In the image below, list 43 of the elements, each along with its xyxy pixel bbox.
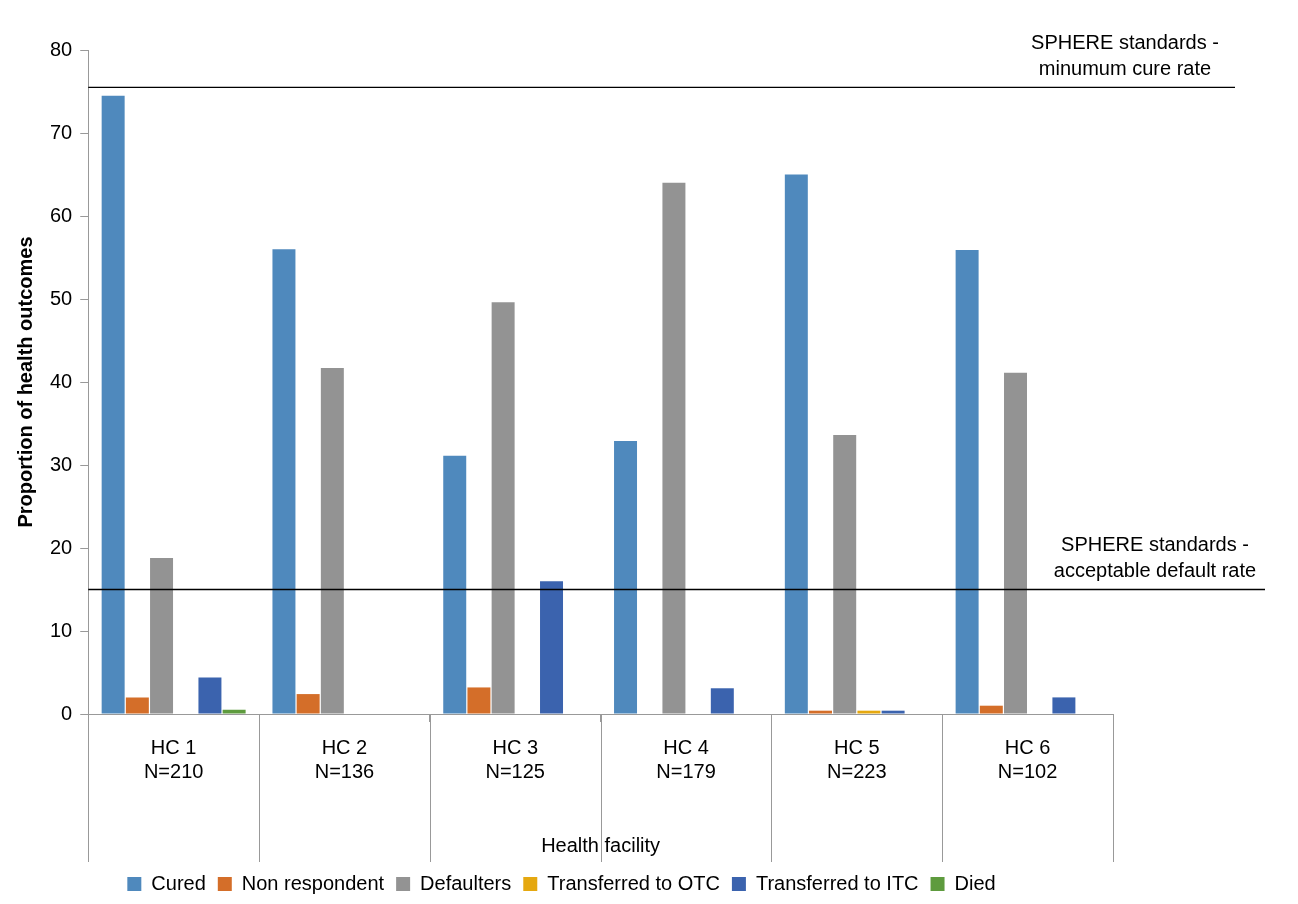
legend-label: Transferred to ITC	[755, 871, 919, 894]
ref-line-label: SPHERE standards - minumum cure rate	[1031, 30, 1219, 79]
bar	[955, 250, 979, 714]
bar	[710, 688, 734, 714]
bar	[614, 440, 638, 714]
bar	[222, 709, 246, 714]
y-tick-label: 50	[50, 286, 73, 309]
bar	[272, 249, 296, 714]
bar	[857, 710, 881, 714]
x-tick-label: HC 2 N=136	[314, 735, 375, 782]
y-tick-label: 30	[50, 452, 73, 475]
y-tick-label: 60	[50, 203, 73, 226]
bar	[784, 174, 808, 714]
y-tick-label: 0	[61, 701, 73, 724]
bar	[443, 455, 467, 714]
legend-label: Non respondent	[241, 871, 385, 894]
y-tick-label: 80	[50, 37, 73, 60]
y-tick-label: 20	[50, 535, 73, 558]
bar	[125, 697, 149, 714]
bar	[198, 677, 222, 714]
x-axis-title: Health facility	[541, 833, 661, 856]
x-tick-label: HC 4 N=179	[656, 735, 716, 782]
bar	[101, 95, 125, 714]
bar	[979, 705, 1003, 714]
y-tick-label: 70	[50, 120, 73, 143]
x-tick-label: HC 6 N=102	[997, 735, 1058, 782]
x-tick-label: HC 1 N=210	[143, 735, 204, 782]
legend-label: Transferred to OTC	[547, 871, 720, 894]
y-tick-label: 40	[50, 369, 73, 392]
x-tick-label: HC 3 N=125	[485, 735, 545, 782]
y-tick-label: 10	[50, 618, 73, 641]
y-axis-title: Proportion of health outcomes	[13, 236, 36, 528]
legend-label: Defaulters	[420, 871, 512, 894]
legend-label: Died	[954, 871, 996, 894]
bar	[809, 710, 833, 714]
bar	[1052, 697, 1076, 714]
ref-line-label: SPHERE standards - acceptable default rate	[1053, 533, 1257, 582]
bar	[296, 694, 320, 714]
legend-label: Cured	[151, 871, 206, 894]
x-tick-label: HC 5 N=223	[827, 735, 887, 782]
bar	[881, 710, 905, 714]
bar	[540, 581, 564, 714]
bar	[467, 687, 491, 714]
